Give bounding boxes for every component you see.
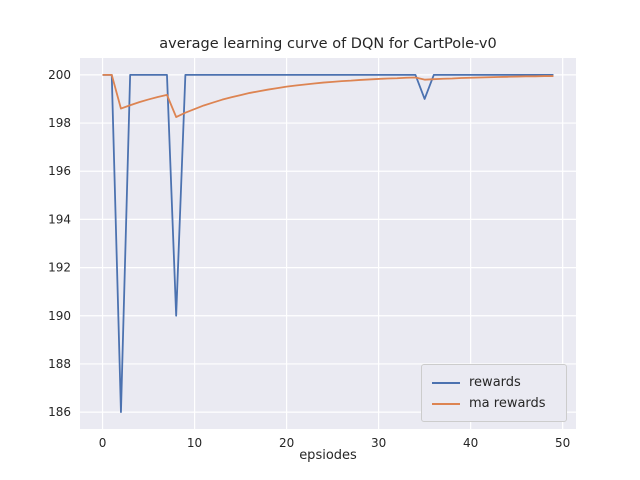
series-line-rewards [102, 73, 554, 414]
x-tick-label: 20 [279, 436, 294, 450]
y-tick-label: 200 [48, 68, 71, 82]
y-tick-label: 192 [48, 261, 71, 275]
y-tick-label: 198 [48, 116, 71, 130]
chart-title: average learning curve of DQN for CartPo… [159, 36, 497, 52]
y-tick-label: 196 [48, 164, 71, 178]
x-axis-label: epsiodes [299, 448, 357, 463]
y-tick-label: 194 [48, 212, 71, 226]
legend-line-rewards-icon [432, 381, 460, 384]
legend: rewards ma rewards [421, 364, 567, 422]
x-tick-label: 40 [463, 436, 478, 450]
legend-label-rewards: rewards [469, 375, 521, 390]
legend-label-ma-rewards: ma rewards [469, 396, 546, 411]
x-tick-label: 50 [555, 436, 570, 450]
x-tick-label: 0 [99, 436, 107, 450]
legend-item-rewards: rewards [432, 372, 556, 393]
series-line-ma-rewards [102, 73, 554, 118]
y-tick-label: 186 [48, 405, 71, 419]
legend-line-ma-rewards-icon [432, 402, 460, 405]
legend-item-ma-rewards: ma rewards [432, 393, 556, 414]
x-tick-label: 10 [187, 436, 202, 450]
x-tick-label: 30 [371, 436, 386, 450]
y-tick-label: 190 [48, 309, 71, 323]
y-tick-label: 188 [48, 357, 71, 371]
